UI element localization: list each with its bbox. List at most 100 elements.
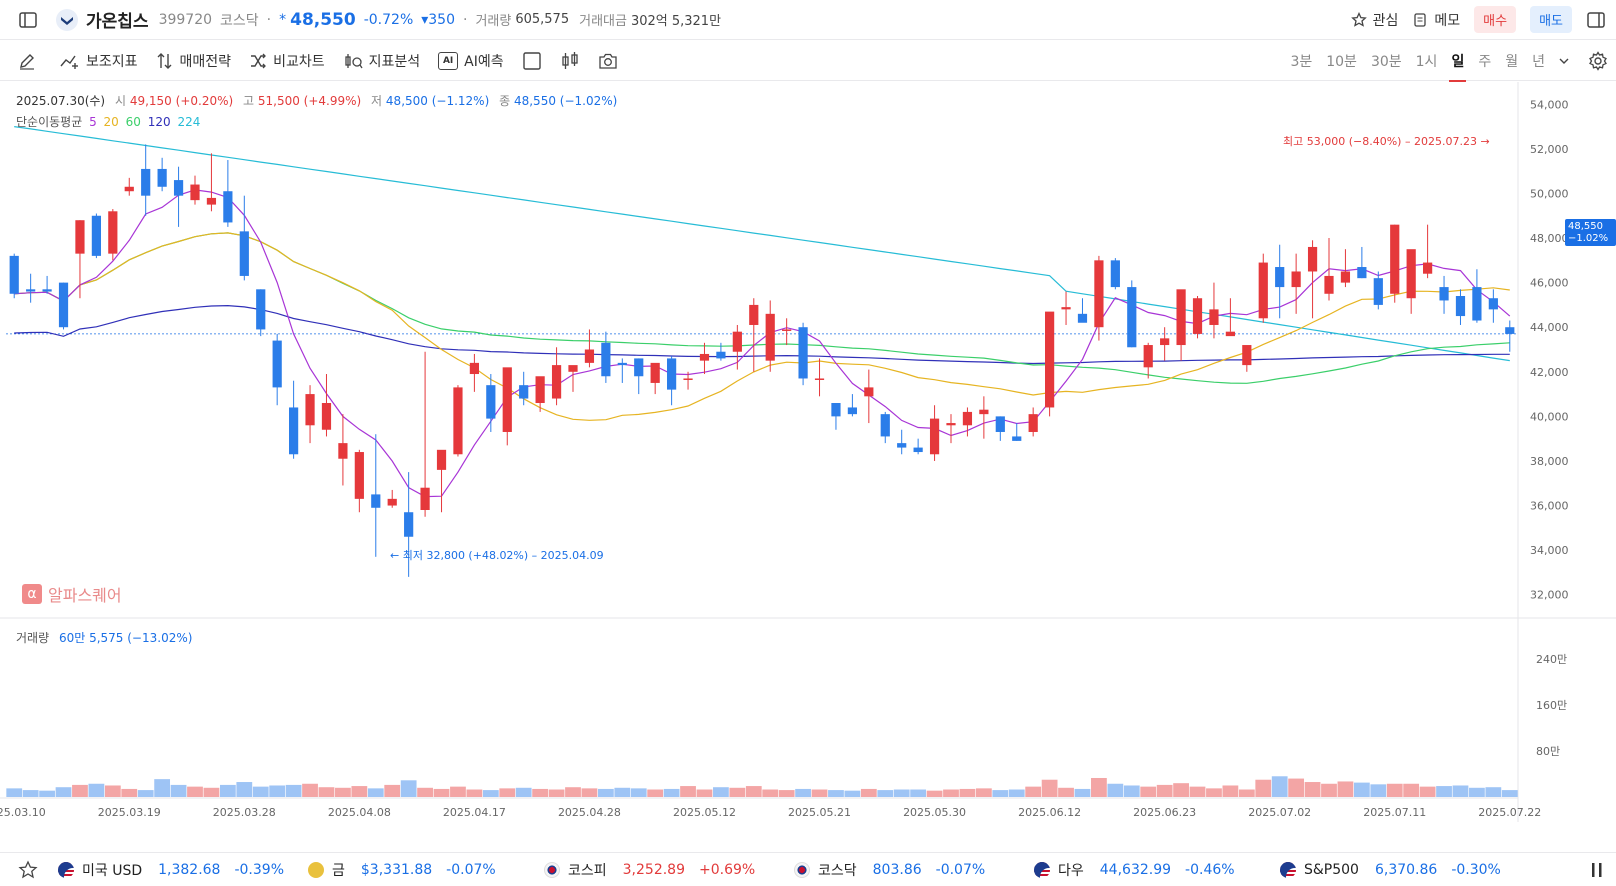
strategy-button[interactable]: 매매전략: [156, 51, 231, 71]
timeframe-week[interactable]: 주: [1478, 53, 1492, 70]
price-tick-label: 40,000: [1530, 410, 1569, 423]
volume-legend-label: 거래량: [16, 631, 50, 645]
volume-bar: [1123, 785, 1140, 797]
timeframe-day[interactable]: 일: [1449, 51, 1467, 82]
us-flag-icon: [1280, 861, 1296, 878]
volume-bar: [828, 790, 844, 797]
timeframe-month[interactable]: 월: [1505, 53, 1519, 70]
candle-body: [1390, 224, 1400, 294]
candle-body: [683, 378, 693, 380]
chart-area[interactable]: 54,000 52,000 50,000 48,000 46,000 44,000 42,0…: [0, 82, 1616, 852]
candle-body: [814, 378, 825, 380]
volume-bar: [219, 784, 236, 797]
memo-button[interactable]: 메모: [1412, 10, 1460, 30]
candle-body: [1505, 327, 1515, 334]
date-tick-label: 2025.05.30: [903, 806, 966, 819]
candle-body: [1143, 345, 1153, 368]
volume-tick-label: 80만: [1536, 745, 1560, 758]
candle-body: [1373, 278, 1383, 305]
separator: ·: [266, 11, 272, 28]
candle-body: [91, 215, 101, 256]
volume-bar: [1222, 785, 1239, 797]
date-tick-label: 2025.06.12: [1018, 806, 1081, 819]
candle-body: [124, 186, 134, 192]
candle-body: [157, 168, 167, 187]
volume-bar: [647, 789, 664, 797]
ticker-dow[interactable]: 다우 44,632.99 -0.46%: [1034, 860, 1280, 880]
sell-button[interactable]: 매도: [1530, 6, 1572, 33]
timeframe-3min[interactable]: 3분: [1290, 53, 1313, 70]
candle-body: [420, 487, 430, 510]
camera-icon[interactable]: [598, 52, 618, 70]
ma224-label: 224: [177, 115, 201, 129]
volume-bar: [992, 790, 1009, 797]
volume-bar: [1370, 784, 1387, 797]
volume-bar: [680, 786, 696, 797]
candle-body: [650, 362, 660, 383]
candle-body: [9, 255, 19, 294]
analysis-button[interactable]: 지표분석: [343, 51, 421, 71]
volume-bar: [975, 788, 992, 797]
ticker-sp500-change: -0.30%: [1451, 861, 1501, 878]
low-annotation: ← 최저 32,800 (+48.02%) – 2025.04.09: [390, 549, 604, 562]
volume-bar: [499, 788, 516, 797]
volume-bar: [39, 790, 55, 797]
volume-bar: [1107, 783, 1124, 797]
timeframe-year[interactable]: 년: [1532, 53, 1545, 70]
chevron-down-icon[interactable]: [1558, 55, 1570, 67]
compare-button[interactable]: 비교차트: [249, 51, 325, 71]
volume-bar: [302, 783, 318, 797]
ai-predict-button[interactable]: AI AI예측: [438, 51, 504, 71]
ticker-usd[interactable]: 미국 USD 1,382.68 -0.39%: [58, 860, 308, 880]
ticker-gold-value: $3,331.88: [360, 861, 433, 878]
volume-bar: [1173, 783, 1189, 797]
candle-body: [995, 416, 1005, 432]
ticker-sp500[interactable]: S&P500 6,370.86 -0.30%: [1280, 861, 1520, 878]
pause-icon[interactable]: [1590, 862, 1604, 878]
watch-button[interactable]: 관심: [1350, 10, 1398, 30]
ohlc-legend: 2025.07.30(수) 시 49,150 (+0.20%) 고 51,500…: [16, 92, 617, 109]
market-ticker-bar: 미국 USD 1,382.68 -0.39% 금 $3,331.88 -0.07…: [0, 852, 1616, 886]
ticker-usd-value: 1,382.68: [158, 861, 221, 878]
volume-bar: [860, 788, 877, 797]
buy-button[interactable]: 매수: [1474, 6, 1517, 33]
volume-bar: [187, 786, 203, 797]
candlestick-type-icon[interactable]: [560, 51, 580, 71]
timeframe-10min[interactable]: 10분: [1326, 53, 1357, 70]
candle-body: [782, 329, 792, 331]
volume-bar: [1353, 782, 1370, 797]
timeframe-1hour[interactable]: 1시: [1415, 53, 1438, 70]
ma-legend[interactable]: 단순이동평균 5 20 60 120 224: [16, 113, 200, 130]
change-percent: -0.72%: [363, 11, 414, 28]
candle-body: [913, 447, 923, 453]
ticker-gold[interactable]: 금 $3,331.88 -0.07%: [308, 860, 544, 880]
candle-body: [141, 168, 151, 196]
timeframe-30min[interactable]: 30분: [1370, 53, 1402, 70]
ticker-kosdaq[interactable]: 코스닥 803.86 -0.07%: [794, 860, 1034, 880]
amount-value: 302억 5,321만: [630, 14, 722, 29]
pen-icon[interactable]: [18, 52, 36, 70]
layout-toggle-icon[interactable]: [1586, 10, 1606, 30]
square-chart-type-icon[interactable]: [522, 51, 542, 71]
settings-gear-icon[interactable]: [1588, 51, 1608, 71]
candle-body: [108, 211, 118, 254]
change-amount: ▾350: [421, 11, 455, 28]
candlestick-chart[interactable]: 54,000 52,000 50,000 48,000 46,000 44,000 42,0…: [0, 82, 1616, 852]
volume-bar: [630, 788, 647, 797]
candle-body: [223, 191, 233, 223]
candle-body: [354, 452, 364, 499]
badge-price: 48,550: [1568, 221, 1603, 232]
star-outline-icon[interactable]: [18, 859, 38, 880]
volume-bar: [1008, 789, 1025, 797]
ticker-dow-change: -0.46%: [1185, 861, 1235, 878]
analysis-label: 지표분석: [368, 53, 421, 70]
sidebar-toggle-icon[interactable]: [18, 10, 38, 30]
date-tick-label: 2025.03.19: [98, 806, 161, 819]
candle-body: [667, 358, 677, 390]
indicator-button[interactable]: 보조지표: [60, 51, 138, 71]
candle-body: [387, 498, 397, 506]
ticker-kospi[interactable]: 코스피 3,252.89 +0.69%: [544, 860, 794, 880]
candle-body: [1209, 309, 1219, 325]
separator: ·: [463, 11, 468, 28]
volume-bar: [88, 783, 105, 797]
